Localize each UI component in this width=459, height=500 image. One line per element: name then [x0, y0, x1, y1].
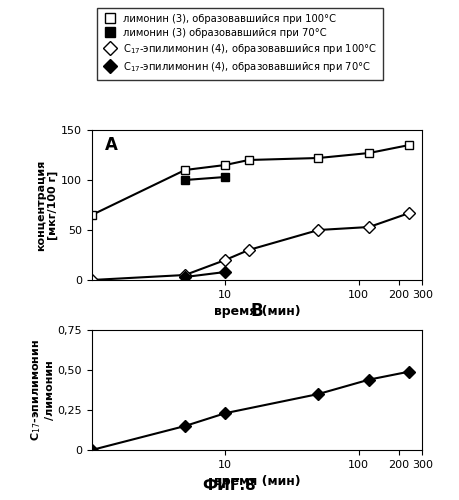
С$_{17}$-эпилимонин (4), образовавшийся при 70°С — [223, 269, 228, 275]
лимонин (3) образовавшийся при 70°С — [223, 174, 228, 180]
С$_{17}$-эпилимонин (4), образовавшийся при 100°С — [89, 277, 95, 283]
С$_{17}$-эпилимонин (4), образовавшийся при 70°С — [182, 274, 188, 280]
Text: ФИГ.8: ФИГ.8 — [202, 478, 257, 493]
Y-axis label: концентрация
[мкг/100 г]: концентрация [мкг/100 г] — [36, 160, 58, 250]
Line: лимонин (3), образовавшийся при 100°С: лимонин (3), образовавшийся при 100°С — [88, 141, 414, 219]
Line: лимонин (3) образовавшийся при 70°С: лимонин (3) образовавшийся при 70°С — [181, 173, 230, 184]
лимонин (3), образовавшийся при 100°С — [89, 212, 95, 218]
Line: С$_{17}$-эпилимонин (4), образовавшийся при 100°С: С$_{17}$-эпилимонин (4), образовавшийся … — [88, 209, 414, 284]
X-axis label: время (мин): время (мин) — [214, 306, 300, 318]
С$_{17}$-эпилимонин (4), образовавшийся при 100°С — [182, 272, 188, 278]
С$_{17}$-эпилимонин (4), образовавшийся при 100°С — [366, 224, 372, 230]
С$_{17}$-эпилимонин (4), образовавшийся при 100°С — [316, 227, 321, 233]
Y-axis label: С$_{17}$-эпилимонин
/лимонин: С$_{17}$-эпилимонин /лимонин — [29, 339, 55, 441]
лимонин (3), образовавшийся при 100°С — [223, 162, 228, 168]
С$_{17}$-эпилимонин (4), образовавшийся при 100°С — [223, 257, 228, 263]
Text: A: A — [105, 136, 118, 154]
Legend: лимонин (3), образовавшийся при 100°С, лимонин (3) образовавшийся при 70°С, С$_{: лимонин (3), образовавшийся при 100°С, л… — [97, 8, 383, 80]
лимонин (3), образовавшийся при 100°С — [182, 167, 188, 173]
лимонин (3), образовавшийся при 100°С — [366, 150, 372, 156]
лимонин (3), образовавшийся при 100°С — [407, 142, 412, 148]
лимонин (3) образовавшийся при 70°С — [182, 177, 188, 183]
Line: С$_{17}$-эпилимонин (4), образовавшийся при 70°С: С$_{17}$-эпилимонин (4), образовавшийся … — [181, 268, 230, 281]
лимонин (3), образовавшийся при 100°С — [316, 155, 321, 161]
С$_{17}$-эпилимонин (4), образовавшийся при 100°С — [407, 210, 412, 216]
Text: B: B — [251, 302, 263, 320]
С$_{17}$-эпилимонин (4), образовавшийся при 100°С — [246, 247, 252, 253]
лимонин (3), образовавшийся при 100°С — [246, 157, 252, 163]
X-axis label: время (мин): время (мин) — [214, 476, 300, 488]
